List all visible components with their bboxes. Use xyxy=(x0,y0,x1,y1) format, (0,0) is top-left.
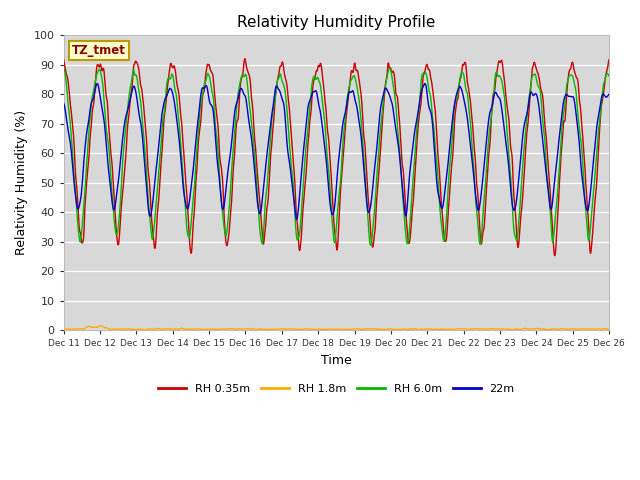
X-axis label: Time: Time xyxy=(321,354,352,367)
Text: TZ_tmet: TZ_tmet xyxy=(72,44,125,57)
Legend: RH 0.35m, RH 1.8m, RH 6.0m, 22m: RH 0.35m, RH 1.8m, RH 6.0m, 22m xyxy=(154,379,519,398)
Y-axis label: Relativity Humidity (%): Relativity Humidity (%) xyxy=(15,110,28,255)
Title: Relativity Humidity Profile: Relativity Humidity Profile xyxy=(237,15,436,30)
